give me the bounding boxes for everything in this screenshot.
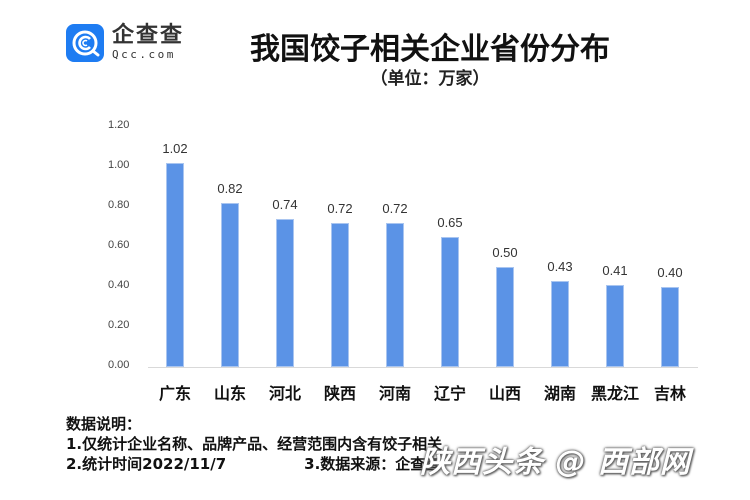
x-category-label: 吉林 (653, 384, 686, 403)
x-category-label: 陕西 (323, 384, 356, 403)
data-notes: 数据说明： 1.仅统计企业名称、品牌产品、经营范围内含有饺子相关 2.统计时间2… (66, 414, 442, 474)
notes-line-1: 1.仅统计企业名称、品牌产品、经营范围内含有饺子相关 (66, 435, 443, 453)
chart-subtitle: （单位：万家） (370, 69, 490, 89)
x-category-label: 黑龙江 (590, 384, 639, 403)
bar (496, 267, 514, 367)
x-category-label: 河北 (268, 384, 301, 403)
bar-value-label: 0.82 (217, 181, 243, 196)
bar (606, 285, 624, 367)
logo-name: 企查查 (112, 23, 185, 48)
x-category-label: 广东 (158, 384, 191, 403)
bar (166, 163, 184, 367)
y-tick: 0.20 (108, 319, 130, 331)
bar (276, 219, 294, 367)
x-category-label: 山西 (488, 384, 521, 403)
x-axis-line (148, 367, 698, 368)
y-tick: 0.00 (108, 359, 130, 371)
y-tick: 0.60 (108, 239, 130, 251)
notes-line-2: 2.统计时间2022/11/7 3.数据来源：企查查 (66, 454, 442, 474)
bar (441, 237, 459, 367)
chart-title: 我国饺子相关企业省份分布 (250, 32, 610, 67)
notes-time: 2.统计时间2022/11/7 (66, 455, 227, 473)
bar (386, 223, 404, 367)
x-category-label: 辽宁 (433, 384, 466, 403)
notes-heading: 数据说明： (66, 415, 142, 433)
bar-value-label: 1.02 (162, 141, 188, 156)
bar-value-label: 0.40 (657, 265, 683, 280)
bar-value-label: 0.65 (437, 215, 463, 230)
bar-chart: 1.20 1.00 0.80 0.60 0.40 0.20 0.00 1.02 广… (108, 119, 698, 403)
x-category-label: 河南 (378, 384, 411, 403)
bar-value-label: 0.43 (547, 259, 573, 274)
bar-value-label: 0.50 (492, 245, 518, 260)
bar (331, 223, 349, 367)
logo-domain: Qcc.com (112, 48, 176, 61)
y-tick: 1.00 (108, 159, 130, 171)
bar (551, 281, 569, 367)
bar-value-label: 0.41 (602, 263, 628, 278)
watermark: 陕西头条 @ 西部网 (420, 445, 691, 480)
y-tick: 0.80 (108, 199, 130, 211)
bar-value-label: 0.72 (382, 201, 408, 216)
bar-value-label: 0.74 (272, 197, 298, 212)
x-category-label: 湖南 (543, 384, 576, 403)
bar (221, 203, 239, 367)
qcc-logo-icon (66, 24, 104, 62)
notes-source: 3.数据来源：企查查 (304, 455, 441, 473)
x-category-label: 山东 (213, 384, 246, 403)
y-tick: 1.20 (108, 119, 130, 131)
bar (661, 287, 679, 367)
y-tick: 0.40 (108, 279, 130, 291)
bar-value-label: 0.72 (327, 201, 353, 216)
qcc-logo: 企查查 Qcc.com (66, 24, 184, 62)
